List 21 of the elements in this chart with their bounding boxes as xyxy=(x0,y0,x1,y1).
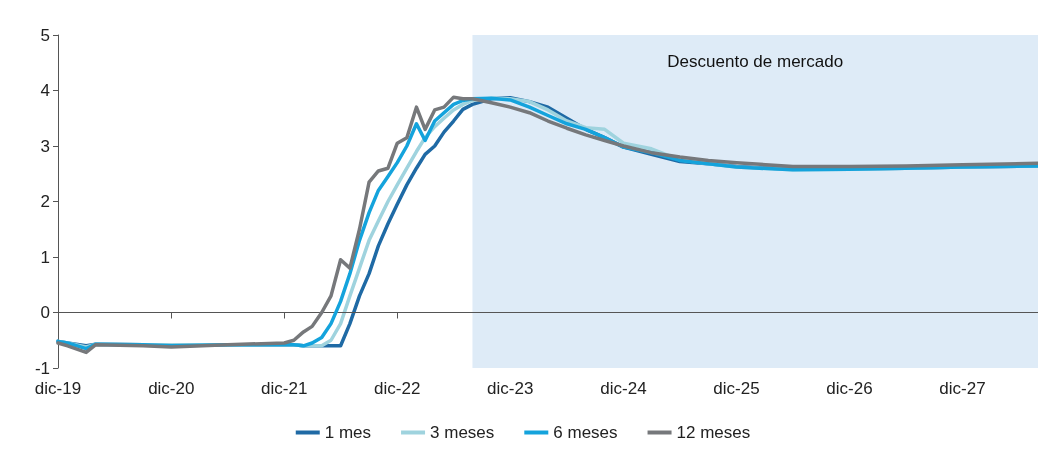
y-tick-label: 0 xyxy=(40,303,50,322)
x-tick-label: dic-25 xyxy=(713,379,760,398)
legend-label: 6 meses xyxy=(553,423,618,442)
band-label: Descuento de mercado xyxy=(667,52,844,71)
y-tick-label: -1 xyxy=(34,358,50,378)
x-tick-label: dic-26 xyxy=(826,379,873,398)
legend-label: 1 mes xyxy=(324,423,372,442)
x-tick-label: dic-23 xyxy=(487,379,534,398)
y-tick-label: 4 xyxy=(40,81,50,100)
legend-label: 3 meses xyxy=(430,423,495,442)
x-tick-label: dic-21 xyxy=(261,379,308,398)
legend-label: 12 meses xyxy=(676,423,751,442)
y-tick-label: 1 xyxy=(40,247,50,267)
x-tick-label: dic-27 xyxy=(939,379,986,398)
y-tick-label: 5 xyxy=(40,25,50,45)
y-tick-label: 3 xyxy=(40,136,50,156)
x-tick-label: dic-20 xyxy=(148,379,195,398)
y-tick-label: 2 xyxy=(40,192,50,211)
x-tick-label: dic-24 xyxy=(600,379,647,398)
x-tick-label: dic-22 xyxy=(374,379,421,398)
x-tick-label: dic-19 xyxy=(34,379,82,398)
